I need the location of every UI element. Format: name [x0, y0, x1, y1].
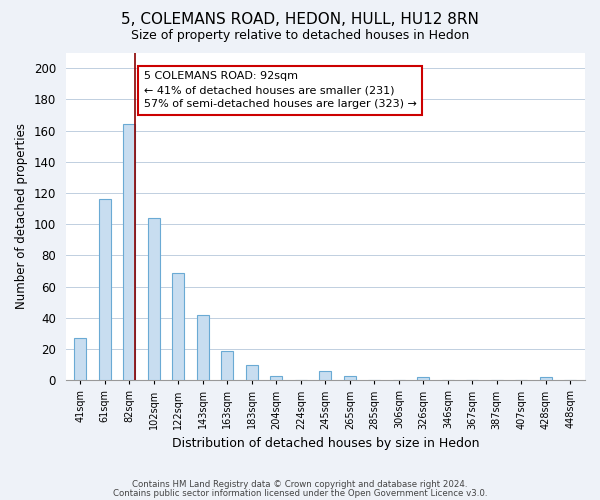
Text: Contains HM Land Registry data © Crown copyright and database right 2024.: Contains HM Land Registry data © Crown c…: [132, 480, 468, 489]
Text: Size of property relative to detached houses in Hedon: Size of property relative to detached ho…: [131, 29, 469, 42]
X-axis label: Distribution of detached houses by size in Hedon: Distribution of detached houses by size …: [172, 437, 479, 450]
Bar: [99, 199, 111, 380]
Bar: [123, 124, 136, 380]
Bar: [172, 272, 184, 380]
Text: Contains public sector information licensed under the Open Government Licence v3: Contains public sector information licen…: [113, 488, 487, 498]
Y-axis label: Number of detached properties: Number of detached properties: [15, 124, 28, 310]
Bar: [148, 218, 160, 380]
Bar: [319, 371, 331, 380]
Bar: [344, 376, 356, 380]
Bar: [539, 377, 552, 380]
Text: 5, COLEMANS ROAD, HEDON, HULL, HU12 8RN: 5, COLEMANS ROAD, HEDON, HULL, HU12 8RN: [121, 12, 479, 28]
Bar: [221, 350, 233, 380]
Bar: [417, 377, 430, 380]
Text: 5 COLEMANS ROAD: 92sqm
← 41% of detached houses are smaller (231)
57% of semi-de: 5 COLEMANS ROAD: 92sqm ← 41% of detached…: [144, 71, 417, 109]
Bar: [197, 314, 209, 380]
Bar: [246, 364, 258, 380]
Bar: [270, 376, 283, 380]
Bar: [74, 338, 86, 380]
